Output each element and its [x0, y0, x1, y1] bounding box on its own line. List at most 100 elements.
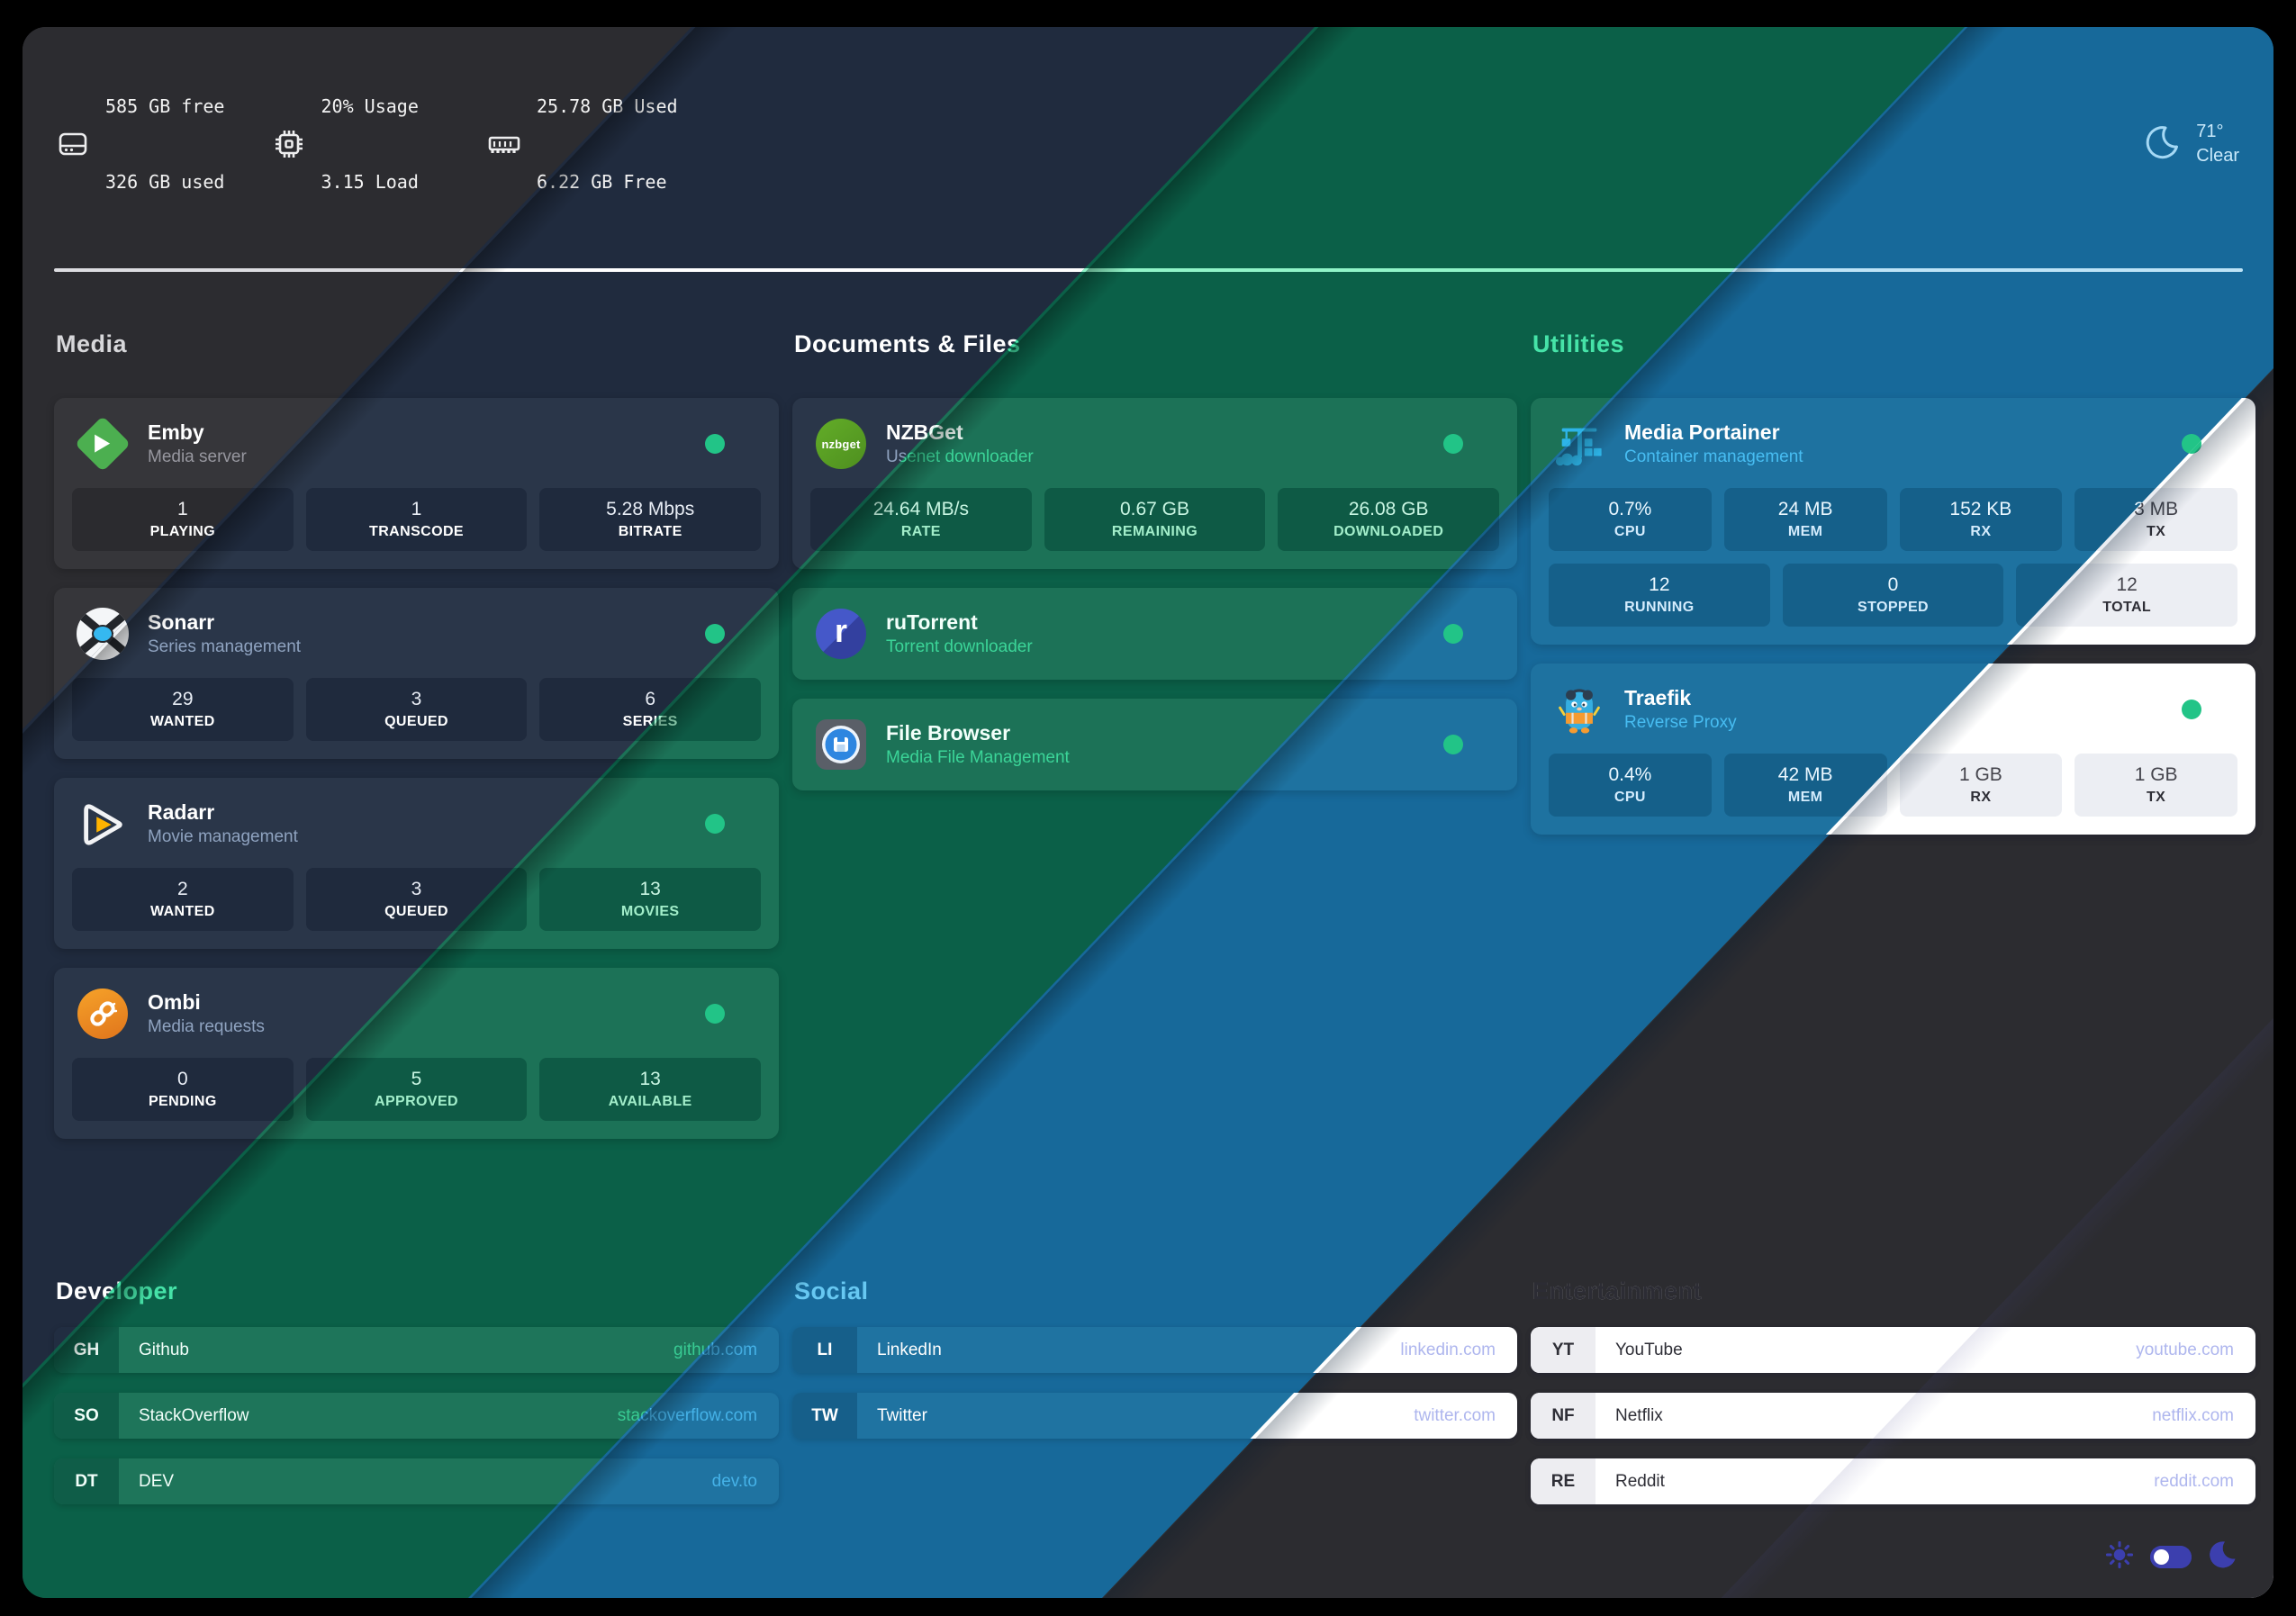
- radarr-icon: [76, 797, 130, 851]
- bookmark-github[interactable]: GH Github github.com: [54, 1327, 779, 1373]
- stat-label: APPROVED: [375, 1094, 458, 1109]
- stat-label: WANTED: [149, 904, 215, 919]
- app-title: Radarr: [148, 800, 215, 824]
- portainer-icon: [1552, 417, 1606, 471]
- bookmark-stackoverflow[interactable]: SO StackOverflow stackoverflow.com: [54, 1393, 779, 1439]
- stat-queued: 3 QUEUED: [305, 868, 528, 931]
- stat-label: TX: [2147, 790, 2166, 805]
- stat-label: DOWNLOADED: [1333, 524, 1444, 539]
- bookmark-name: StackOverflow: [139, 1405, 249, 1425]
- section-heading-media: Media: [56, 330, 128, 357]
- stat-downloaded: 26.08 GB DOWNLOADED: [1278, 488, 1500, 551]
- weather-temperature: 71°: [2196, 122, 2224, 141]
- stat-value: 29: [172, 689, 194, 709]
- ram-icon: [485, 125, 523, 163]
- stat-value: 1 GB: [2134, 764, 2178, 785]
- stat-label: SERIES: [622, 714, 678, 729]
- stat-value: 5: [411, 1069, 422, 1089]
- status-dot: [1443, 735, 1463, 754]
- status-dot: [2182, 700, 2201, 719]
- sun-icon: [2104, 1539, 2135, 1575]
- stat-transcode: 1 TRANSCODE: [305, 488, 528, 551]
- section-documents-files: Documents & Files nzbget NZBGet Usenet d…: [792, 328, 1517, 1158]
- service-card-sonarr[interactable]: Sonarr Series management 29 WANTED 3 QUEUE…: [54, 588, 779, 759]
- section-utilities: Utilities: [1531, 328, 2255, 1158]
- bookmark-dev[interactable]: DT DEV dev.to: [54, 1458, 779, 1504]
- cpu-usage-stat: 20% Usage 3.15 Load: [270, 43, 452, 245]
- stat-value: 13: [639, 1069, 661, 1089]
- app-description: Series management: [148, 637, 302, 656]
- stat-remaining: 0.67 GB REMAINING: [1044, 488, 1266, 551]
- app-title: File Browser: [886, 721, 1011, 745]
- service-card-ombi[interactable]: Ombi Media requests 0 PENDING 5 APPROVED 1…: [54, 968, 779, 1139]
- service-card-traefik[interactable]: Traefik Reverse Proxy 0.4% CPU 42 MB MEM 1…: [1531, 664, 2255, 835]
- service-card-emby[interactable]: Emby Media server 1 PLAYING 1 TRANSCODE 5.…: [54, 398, 779, 569]
- stat-label: WANTED: [149, 714, 215, 729]
- bookmark-abbr: NF: [1531, 1393, 1595, 1439]
- section-entertainment: Entertainment YT YouTube youtube.com NF …: [1531, 1275, 2255, 1524]
- bookmark-url: netflix.com: [2152, 1405, 2234, 1425]
- app-title: Traefik: [1624, 686, 1692, 709]
- bookmark-name: YouTube: [1615, 1340, 1683, 1359]
- service-card-radarr[interactable]: Radarr Movie management 2 WANTED 3 QUEUED …: [54, 778, 779, 949]
- weather-widget: 71° Clear: [2140, 120, 2239, 168]
- bookmark-name: Netflix: [1615, 1405, 1663, 1425]
- status-dot: [705, 814, 725, 834]
- stat-value: 13: [639, 879, 661, 899]
- stat-label: TX: [2147, 524, 2166, 539]
- cpu-usage-text: 20% Usage: [321, 95, 419, 117]
- app-description: Reverse Proxy: [1624, 713, 1737, 732]
- bookmark-url: youtube.com: [2136, 1340, 2234, 1359]
- disk-used-text: 326 GB used: [105, 171, 225, 193]
- stat-total: 12 TOTAL: [2016, 564, 2238, 627]
- bookmark-linkedin[interactable]: LI LinkedIn linkedin.com: [792, 1327, 1517, 1373]
- stat-value: 12: [1649, 574, 1670, 595]
- app-title: NZBGet: [886, 420, 963, 444]
- bookmark-url: linkedin.com: [1400, 1340, 1496, 1359]
- bookmark-youtube[interactable]: YT YouTube youtube.com: [1531, 1327, 2255, 1373]
- traefik-icon: [1552, 682, 1606, 736]
- stat-tx: 3 MB TX: [2075, 488, 2237, 551]
- stat-value: 3: [411, 879, 422, 899]
- stat-label: RUNNING: [1624, 600, 1695, 615]
- stat-playing: 1 PLAYING: [72, 488, 294, 551]
- bookmark-twitter[interactable]: TW Twitter twitter.com: [792, 1393, 1517, 1439]
- theme-toggle[interactable]: [2150, 1546, 2192, 1568]
- cpu-load-text: 3.15 Load: [321, 171, 419, 193]
- stat-label: PENDING: [148, 1094, 217, 1109]
- app-description: Media requests: [148, 1017, 265, 1036]
- stat-value: 152 KB: [1949, 499, 2012, 519]
- bookmark-netflix[interactable]: NF Netflix netflix.com: [1531, 1393, 2255, 1439]
- stat-value: 0.4%: [1608, 764, 1652, 785]
- disk-usage-stat: 585 GB free 326 GB used: [54, 43, 236, 245]
- ram-used-text: 25.78 GB Used: [537, 95, 678, 117]
- rutorrent-icon: r: [814, 607, 868, 661]
- app-title: Media Portainer: [1624, 420, 1780, 444]
- sections-grid: Media Emby Media server 1 PLAYING: [54, 328, 2255, 1524]
- stat-value: 26.08 GB: [1348, 499, 1429, 519]
- stat-label: MOVIES: [620, 904, 680, 919]
- stat-value: 6: [645, 689, 656, 709]
- stat-label: RATE: [900, 524, 941, 539]
- service-card-nzbget[interactable]: nzbget NZBGet Usenet downloader 24.64 MB…: [792, 398, 1517, 569]
- theme-switcher: [2104, 1539, 2237, 1575]
- ram-free-text: 6.22 GB Free: [537, 171, 667, 193]
- stat-cpu: 0.4% CPU: [1549, 754, 1712, 817]
- status-dot: [1443, 624, 1463, 644]
- app-title: Sonarr: [148, 610, 215, 634]
- bookmark-abbr: SO: [54, 1393, 119, 1439]
- service-card-filebrowser[interactable]: File Browser Media File Management: [792, 699, 1517, 790]
- stat-label: CPU: [1614, 524, 1646, 539]
- section-heading-entertainment: Entertainment: [1532, 1277, 1703, 1305]
- stat-stopped: 0 STOPPED: [1782, 564, 2004, 627]
- stat-value: 2: [176, 879, 188, 899]
- app-description: Media server: [148, 447, 247, 466]
- bookmark-url: dev.to: [711, 1471, 757, 1491]
- moon-icon: [2207, 1539, 2237, 1575]
- service-card-rutorrent[interactable]: r ruTorrent Torrent downloader: [792, 588, 1517, 680]
- weather-condition: Clear: [2196, 146, 2239, 166]
- bookmark-reddit[interactable]: RE Reddit reddit.com: [1531, 1458, 2255, 1504]
- hard-drive-icon: [54, 125, 92, 163]
- app-description: Container management: [1624, 447, 1803, 466]
- service-card-portainer[interactable]: Media Portainer Container management 0.7…: [1531, 398, 2255, 645]
